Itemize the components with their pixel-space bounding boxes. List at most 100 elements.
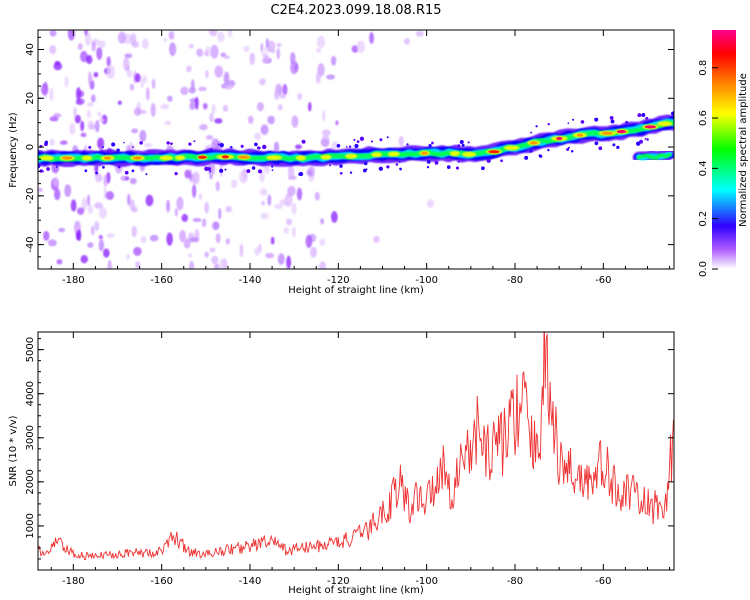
spectrogram-ridge-speckle [363,161,368,166]
spectrogram-ridge-speckle [303,141,306,144]
spectrogram-noise-blob [144,143,153,148]
spectrogram-noise-blob [94,202,104,209]
spectrogram-noise-blob [184,169,191,179]
spectrogram-noise-blob [131,225,137,238]
spectrogram-noise-blob [54,188,61,201]
spectrogram-noise-blob [330,55,337,66]
spectrogram-ridge-speckle [609,115,614,120]
spectrogram-noise-blob [267,40,276,53]
spectrogram-noise-blob [166,199,171,213]
spectrogram-noise-blob [277,253,285,265]
spectrogram-noise-blob [260,200,266,206]
spectrogram-noise-blob [117,100,122,105]
spectrogram-noise-blob [320,138,330,147]
spectrogram-y-tick-label: -20 [25,188,36,204]
spectrogram-noise-blob [260,42,264,53]
spectrogram-ridge-core [295,155,307,161]
spectrogram-noise-blob [47,239,57,247]
spectrogram-noise-blob [219,258,227,269]
spectrogram-ridge-speckle [258,169,263,174]
spectrogram-ridge-speckle [529,149,533,153]
spectrogram-ridge-speckle [455,166,459,170]
spectrogram-ridge-speckle [246,169,251,174]
spectrogram-ridge-speckle [671,111,674,116]
spectrogram-noise-blob [273,90,280,100]
spectrogram-ridge-speckle [254,142,258,147]
spectrogram-ridge-speckle [271,169,274,172]
spectrogram-noise-blob [84,32,92,46]
spectrogram-ridge-speckle [349,171,353,174]
spectrogram-noise-blob [209,173,213,180]
spectrogram-noise-blob [321,129,331,136]
spectrogram-noise-blob [211,138,220,150]
spectrogram-ridge-speckle [568,146,570,149]
spectrogram-ridge-speckle [359,136,365,141]
spectrogram-ridge-speckle [356,140,360,144]
spectrogram-ridge-speckle [174,172,178,176]
spectrogram-ridge-speckle [370,140,373,143]
spectrogram-noise-blob [191,174,196,185]
spectrogram-noise-blob [70,199,77,212]
spectrogram-y-ticks: -40 -20 0 20 40 [25,36,674,270]
spectrogram-noise-blob [276,48,281,60]
spectrogram-ridge-speckle [111,142,116,147]
snr-x-tick-label: -140 [239,576,262,587]
spectrogram-panel: -180 -160 -140 -120 -100 -80 -60 -40 -20 0 20 40 H… [8,29,675,296]
spectrogram-noise-blob [225,238,230,245]
spectrogram-noise-blob [76,229,82,242]
spectrogram-ridge-core [266,155,283,161]
spectrogram-noise-blob [38,187,43,193]
spectrogram-noise-blob [330,211,338,223]
spectrogram-noise-blob [151,78,156,90]
spectrogram-noise-blob [213,263,220,269]
spectrogram-noise-blob [291,226,296,238]
spectrogram-noise-blob [174,207,178,217]
spectrogram-ridge-speckle [204,166,209,171]
spectrogram-noise-blob [140,75,144,89]
spectrogram-noise-blob [201,218,207,228]
snr-x-tick-label: -160 [150,576,173,587]
spectrogram-noise-blob [87,242,94,248]
spectrogram-ridge-speckle [44,140,49,144]
spectrogram-noise-blob [198,86,207,92]
spectrogram-noise-blob [181,213,189,222]
spectrogram-ridge-core [371,152,383,158]
spectrogram-ridge-speckle [570,150,574,153]
spectrogram-noise-blob [166,232,173,246]
spectrogram-noise-blob [260,212,269,220]
spectrogram-noise-blob [286,255,292,269]
spectrogram-noise-blob [291,202,297,215]
spectrogram-noise-blob [295,144,302,150]
spectrogram-noise-blob [196,48,204,57]
spectrogram-ridge-speckle [354,143,359,149]
spectrogram-ridge-speckle [426,159,431,164]
spectrogram-noise-blob [143,75,148,84]
spectrogram-ridge-peak [644,125,657,129]
spectrogram-ridge-core [320,154,332,160]
spectrogram-noise-blob [369,32,375,44]
spectrogram-ridge-speckle [567,122,570,125]
spectrogram-ridge-speckle [298,172,303,177]
spectrogram-ridge [38,111,674,177]
spectrogram-noise-blob [259,78,266,86]
spectrogram-ridge-core [503,145,520,151]
spectrogram-x-tick-label: -80 [507,275,523,286]
spectrogram-ridge-peak [61,156,73,160]
spectrogram-noise-blob [98,239,105,252]
spectrogram-ridge-speckle [645,116,649,120]
spectrogram-noise-blob [183,238,191,249]
spectrogram-noise-blob [121,175,126,182]
spectrogram-ridge-speckle [193,140,196,143]
snr-y-tick-label: 1000 [25,513,36,538]
spectrogram-ridge-speckle [386,136,389,139]
spectrogram-noise-blob [69,122,76,135]
spectrogram-noise-blob [290,60,298,75]
snr-x-tick-label: -120 [327,576,350,587]
spectrogram-noise-blob [64,75,69,88]
spectrogram-ridge-band [636,152,672,160]
spectrogram-ridge-speckle [139,141,143,145]
spectrogram-noise-blob [204,201,210,214]
colorbar-tick-label: 0.4 [698,160,709,176]
colorbar-tick-label: 0.6 [698,110,709,126]
spectrogram-ridge-speckle [616,145,620,150]
